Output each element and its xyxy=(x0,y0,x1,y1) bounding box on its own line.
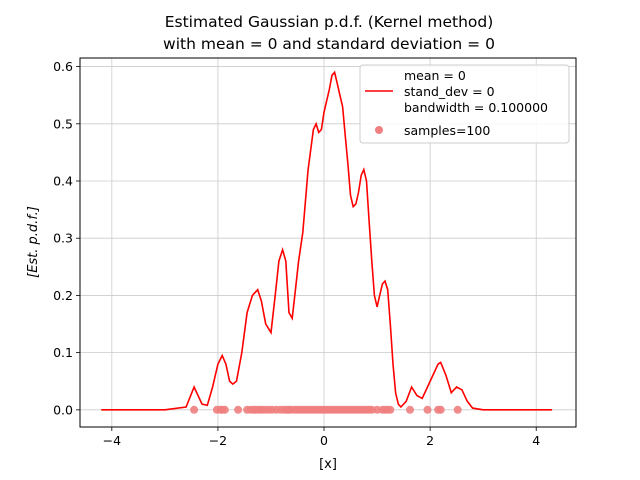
y-ticks: 0.0 0.1 0.2 0.3 0.4 0.5 0.6 xyxy=(53,59,80,417)
y-tick-label: 0.6 xyxy=(53,59,73,74)
legend-bandwidth-label: bandwidth = 0.100000 xyxy=(404,100,548,115)
x-tick-label: −4 xyxy=(103,433,121,448)
legend: mean = 0 stand_dev = 0 bandwidth = 0.100… xyxy=(359,64,570,144)
y-tick-label: 0.3 xyxy=(53,231,73,246)
pdf-line xyxy=(101,70,553,411)
sample-point xyxy=(406,405,414,414)
sample-point xyxy=(453,405,462,414)
x-ticks: −4 −2 0 2 4 xyxy=(103,427,540,448)
chart-title-line-1: Estimated Gaussian p.d.f. (Kernel method… xyxy=(165,13,494,31)
legend-samples-swatch xyxy=(375,126,383,134)
sample-point xyxy=(436,405,445,414)
x-tick-label: 0 xyxy=(320,433,328,448)
sample-point xyxy=(190,405,199,414)
y-tick-label: 0.2 xyxy=(53,288,73,303)
y-tick-label: 0.4 xyxy=(53,174,73,189)
y-tick-label: 0.5 xyxy=(53,116,73,131)
legend-samples-label: samples=100 xyxy=(404,123,490,138)
y-tick-label: 0.1 xyxy=(53,345,73,360)
y-tick-label: 0.0 xyxy=(53,402,73,417)
sample-point xyxy=(386,405,395,414)
legend-stand-dev-label: stand_dev = 0 xyxy=(404,84,495,99)
chart-title-line-2: with mean = 0 and standard deviation = 0 xyxy=(163,35,495,53)
x-tick-label: 2 xyxy=(426,433,434,448)
x-tick-label: −2 xyxy=(209,433,227,448)
x-axis-label: [x] xyxy=(319,457,337,472)
plot-area xyxy=(101,70,553,414)
sample-points xyxy=(190,405,462,414)
x-tick-label: 4 xyxy=(532,433,540,448)
y-axis-label: [Est. p.d.f.] xyxy=(26,206,41,278)
sample-point xyxy=(423,405,432,414)
legend-box xyxy=(359,64,570,144)
axes-frame xyxy=(79,57,577,428)
sample-point xyxy=(220,405,229,414)
legend-mean-label: mean = 0 xyxy=(404,68,466,83)
sample-point xyxy=(234,405,243,414)
